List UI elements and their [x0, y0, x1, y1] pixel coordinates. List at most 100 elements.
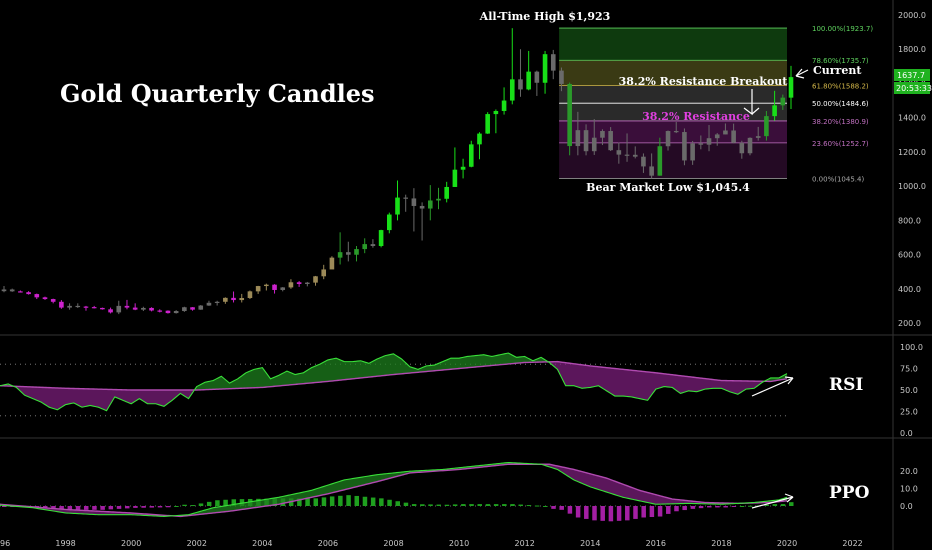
- ppo-axis[interactable]: 20.0 10.0 0.0: [900, 467, 918, 511]
- candle: [444, 181, 449, 203]
- fib-level-label: 23.60%(1252.7): [812, 140, 869, 148]
- ppo-histogram-bar: [149, 506, 155, 508]
- ppo-histogram-bar: [789, 502, 794, 506]
- ppo-histogram-bar: [297, 498, 302, 506]
- ppo-histogram-bar: [452, 504, 458, 506]
- rsi-axis[interactable]: 100.0 75.0 50.0 25.0 0.0: [900, 343, 923, 438]
- ppo-trend-arrow: [751, 493, 794, 509]
- time-tick-label: 1996: [0, 539, 10, 548]
- candle: [616, 142, 622, 164]
- candle: [214, 300, 220, 306]
- candle: [288, 279, 294, 289]
- candle: [165, 310, 171, 314]
- candle: [772, 90, 777, 121]
- current-arrow: [795, 68, 809, 79]
- price-tick-label: 400.0: [898, 285, 921, 294]
- ppo-histogram-bar: [51, 506, 56, 509]
- ppo-line: [0, 461, 788, 517]
- candle: [714, 133, 720, 146]
- candle: [583, 124, 589, 156]
- ppo-histogram-bar: [567, 506, 573, 514]
- candle: [509, 28, 515, 105]
- fib-level-label: 38.20%(1380.9): [812, 118, 869, 126]
- ppo-histogram-bar: [223, 499, 228, 506]
- candle: [116, 300, 122, 315]
- time-tick-label: 2004: [252, 539, 272, 548]
- ppo-histogram-bar: [157, 506, 163, 508]
- ppo-histogram-bar: [165, 506, 171, 508]
- ppo-histogram-bar: [354, 495, 360, 506]
- ppo-histogram-bar: [739, 506, 745, 507]
- candle: [149, 307, 154, 312]
- candle: [305, 281, 310, 287]
- candle: [223, 297, 228, 304]
- time-axis[interactable]: 1996 1998 2000 2002 2004 2006 2008 2010 2012 2014…: [0, 539, 863, 548]
- candle: [788, 65, 794, 109]
- ppo-histogram-bar: [707, 506, 712, 508]
- rsi-tick-label: 100.0: [900, 343, 923, 352]
- ppo-histogram-bar: [190, 505, 196, 507]
- rsi-ma-line: [0, 360, 788, 391]
- candle: [124, 299, 130, 310]
- ppo-histogram-bar: [206, 501, 212, 506]
- ppo-histogram-bar: [534, 505, 540, 507]
- ppo-histogram-bar: [116, 506, 122, 509]
- ppo-tick-label: 20.0: [900, 467, 918, 476]
- ppo-histogram-bar: [83, 506, 89, 510]
- candle: [682, 128, 687, 166]
- rsi-label: RSI: [829, 375, 863, 395]
- ppo-histogram-bar: [575, 506, 581, 518]
- last-price-text: 1637.7: [897, 71, 925, 80]
- candle: [272, 284, 277, 294]
- fib-zone: [559, 28, 787, 61]
- candle: [157, 309, 163, 313]
- ppo-histogram-bar: [436, 504, 441, 506]
- candle: [329, 256, 335, 270]
- ppo-histogram-bar: [649, 506, 655, 518]
- time-tick-label: 2020: [777, 539, 797, 548]
- time-tick-label: 2016: [646, 539, 666, 548]
- candle: [141, 306, 146, 312]
- candle: [34, 293, 40, 300]
- ppo-histogram-bar: [141, 506, 146, 508]
- candle: [518, 49, 523, 97]
- rsi-tick-label: 50.0: [900, 386, 918, 395]
- candle: [378, 229, 384, 248]
- candle: [26, 291, 31, 295]
- candle: [755, 126, 761, 141]
- ppo-fill: [173, 462, 542, 517]
- fib-zone: [559, 103, 787, 121]
- ppo-histogram-bar: [641, 506, 646, 518]
- ppo-histogram-bar: [772, 504, 778, 506]
- candle: [346, 241, 351, 262]
- ppo-histogram-bar: [321, 497, 327, 506]
- time-tick-label: 2022: [842, 539, 862, 548]
- candle: [608, 127, 613, 152]
- candle: [723, 123, 728, 135]
- candle: [42, 296, 48, 300]
- candle: [362, 238, 368, 254]
- ppo-histogram-bar: [510, 504, 515, 506]
- ppo-histogram-bar: [748, 505, 753, 507]
- candle: [657, 137, 663, 176]
- candle: [460, 158, 466, 179]
- candle: [173, 310, 179, 314]
- rsi-trend-arrow: [751, 376, 794, 397]
- candle: [550, 49, 556, 80]
- ppo-label: PPO: [829, 483, 870, 503]
- candle: [370, 239, 376, 248]
- ppo-histogram-bar: [42, 506, 48, 508]
- candle: [427, 185, 433, 221]
- candle: [255, 285, 261, 294]
- candle: [239, 293, 245, 303]
- ppo-tick-label: 10.0: [900, 485, 918, 494]
- candle: [231, 291, 236, 303]
- candle: [198, 305, 204, 310]
- ppo-tick-label: 0.0: [900, 502, 913, 511]
- candle: [313, 275, 318, 286]
- rsi-line: [0, 352, 788, 412]
- time-tick-label: 1998: [55, 539, 75, 548]
- rsi-pane: [0, 352, 788, 417]
- candle: [493, 109, 499, 134]
